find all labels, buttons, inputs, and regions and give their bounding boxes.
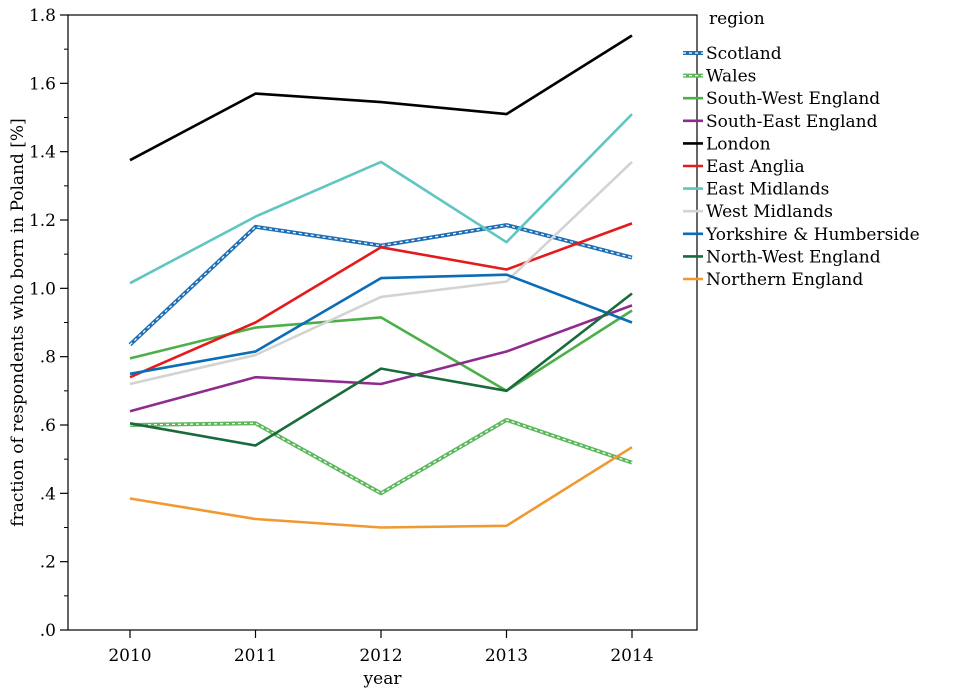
series-line-dash-wales: [129, 419, 633, 494]
y-tick-label: .0: [40, 621, 56, 641]
x-axis-title: year: [363, 669, 403, 689]
series-line-west-midlands: [129, 160, 633, 386]
legend-label-london: London: [706, 134, 771, 154]
y-tick-label: 1.4: [29, 143, 56, 163]
y-tick-label: 1.6: [29, 74, 56, 94]
x-tick-label: 2013: [485, 646, 528, 666]
series-line-wales: [129, 417, 633, 496]
axes: [60, 14, 698, 638]
y-tick-label: .6: [40, 416, 56, 436]
legend-label-west-midlands: West Midlands: [706, 202, 833, 222]
series-line-north-west-england: [129, 292, 633, 447]
x-tick-label: 2012: [359, 646, 402, 666]
y-tick-label: .8: [40, 348, 56, 368]
series-line-east-anglia: [129, 222, 633, 379]
tick-labels: .0 .2 .4 .6 .8 1.0 1.2 1.4 1.6 1.8 2010 2011 2012 201…: [29, 6, 654, 666]
legend-label-yorkshire-and-humberside: Yorkshire & Humberside: [705, 225, 920, 245]
series-line-east-midlands: [129, 113, 633, 285]
series-line-dash-scotland: [129, 224, 633, 346]
legend-label-north-west-england: North-West England: [706, 247, 881, 267]
x-tick-label: 2010: [108, 646, 151, 666]
legend-label-northern-england: Northern England: [706, 270, 863, 290]
plot-frame: [67, 14, 698, 631]
legend-label-scotland: Scotland: [706, 44, 782, 64]
y-tick-label: 1.0: [29, 279, 56, 299]
series-line-london: [129, 34, 633, 162]
legend-label-wales: Wales: [706, 67, 756, 87]
series-lines: [128, 34, 633, 529]
series-line-yorkshire-and-humberside: [129, 273, 633, 376]
x-tick-label: 2014: [610, 646, 653, 666]
legend-label-east-midlands: East Midlands: [706, 180, 829, 200]
series-line-northern-england: [129, 446, 633, 529]
y-tick-label: 1.2: [29, 211, 56, 231]
legend-label-south-east-england: South-East England: [706, 112, 878, 132]
legend-title: region: [709, 9, 765, 29]
series-line-south-east-england: [129, 304, 633, 413]
y-tick-label: .4: [40, 484, 56, 504]
y-tick-label: 1.8: [29, 6, 56, 26]
legend-label-south-west-england: South-West England: [706, 89, 880, 109]
x-tick-label: 2011: [234, 646, 277, 666]
y-tick-label: .2: [40, 553, 56, 573]
legend-label-east-anglia: East Anglia: [706, 157, 805, 177]
series-line-south-west-england: [129, 309, 633, 393]
y-axis-title: fraction of respondents who born in Pola…: [8, 118, 28, 526]
